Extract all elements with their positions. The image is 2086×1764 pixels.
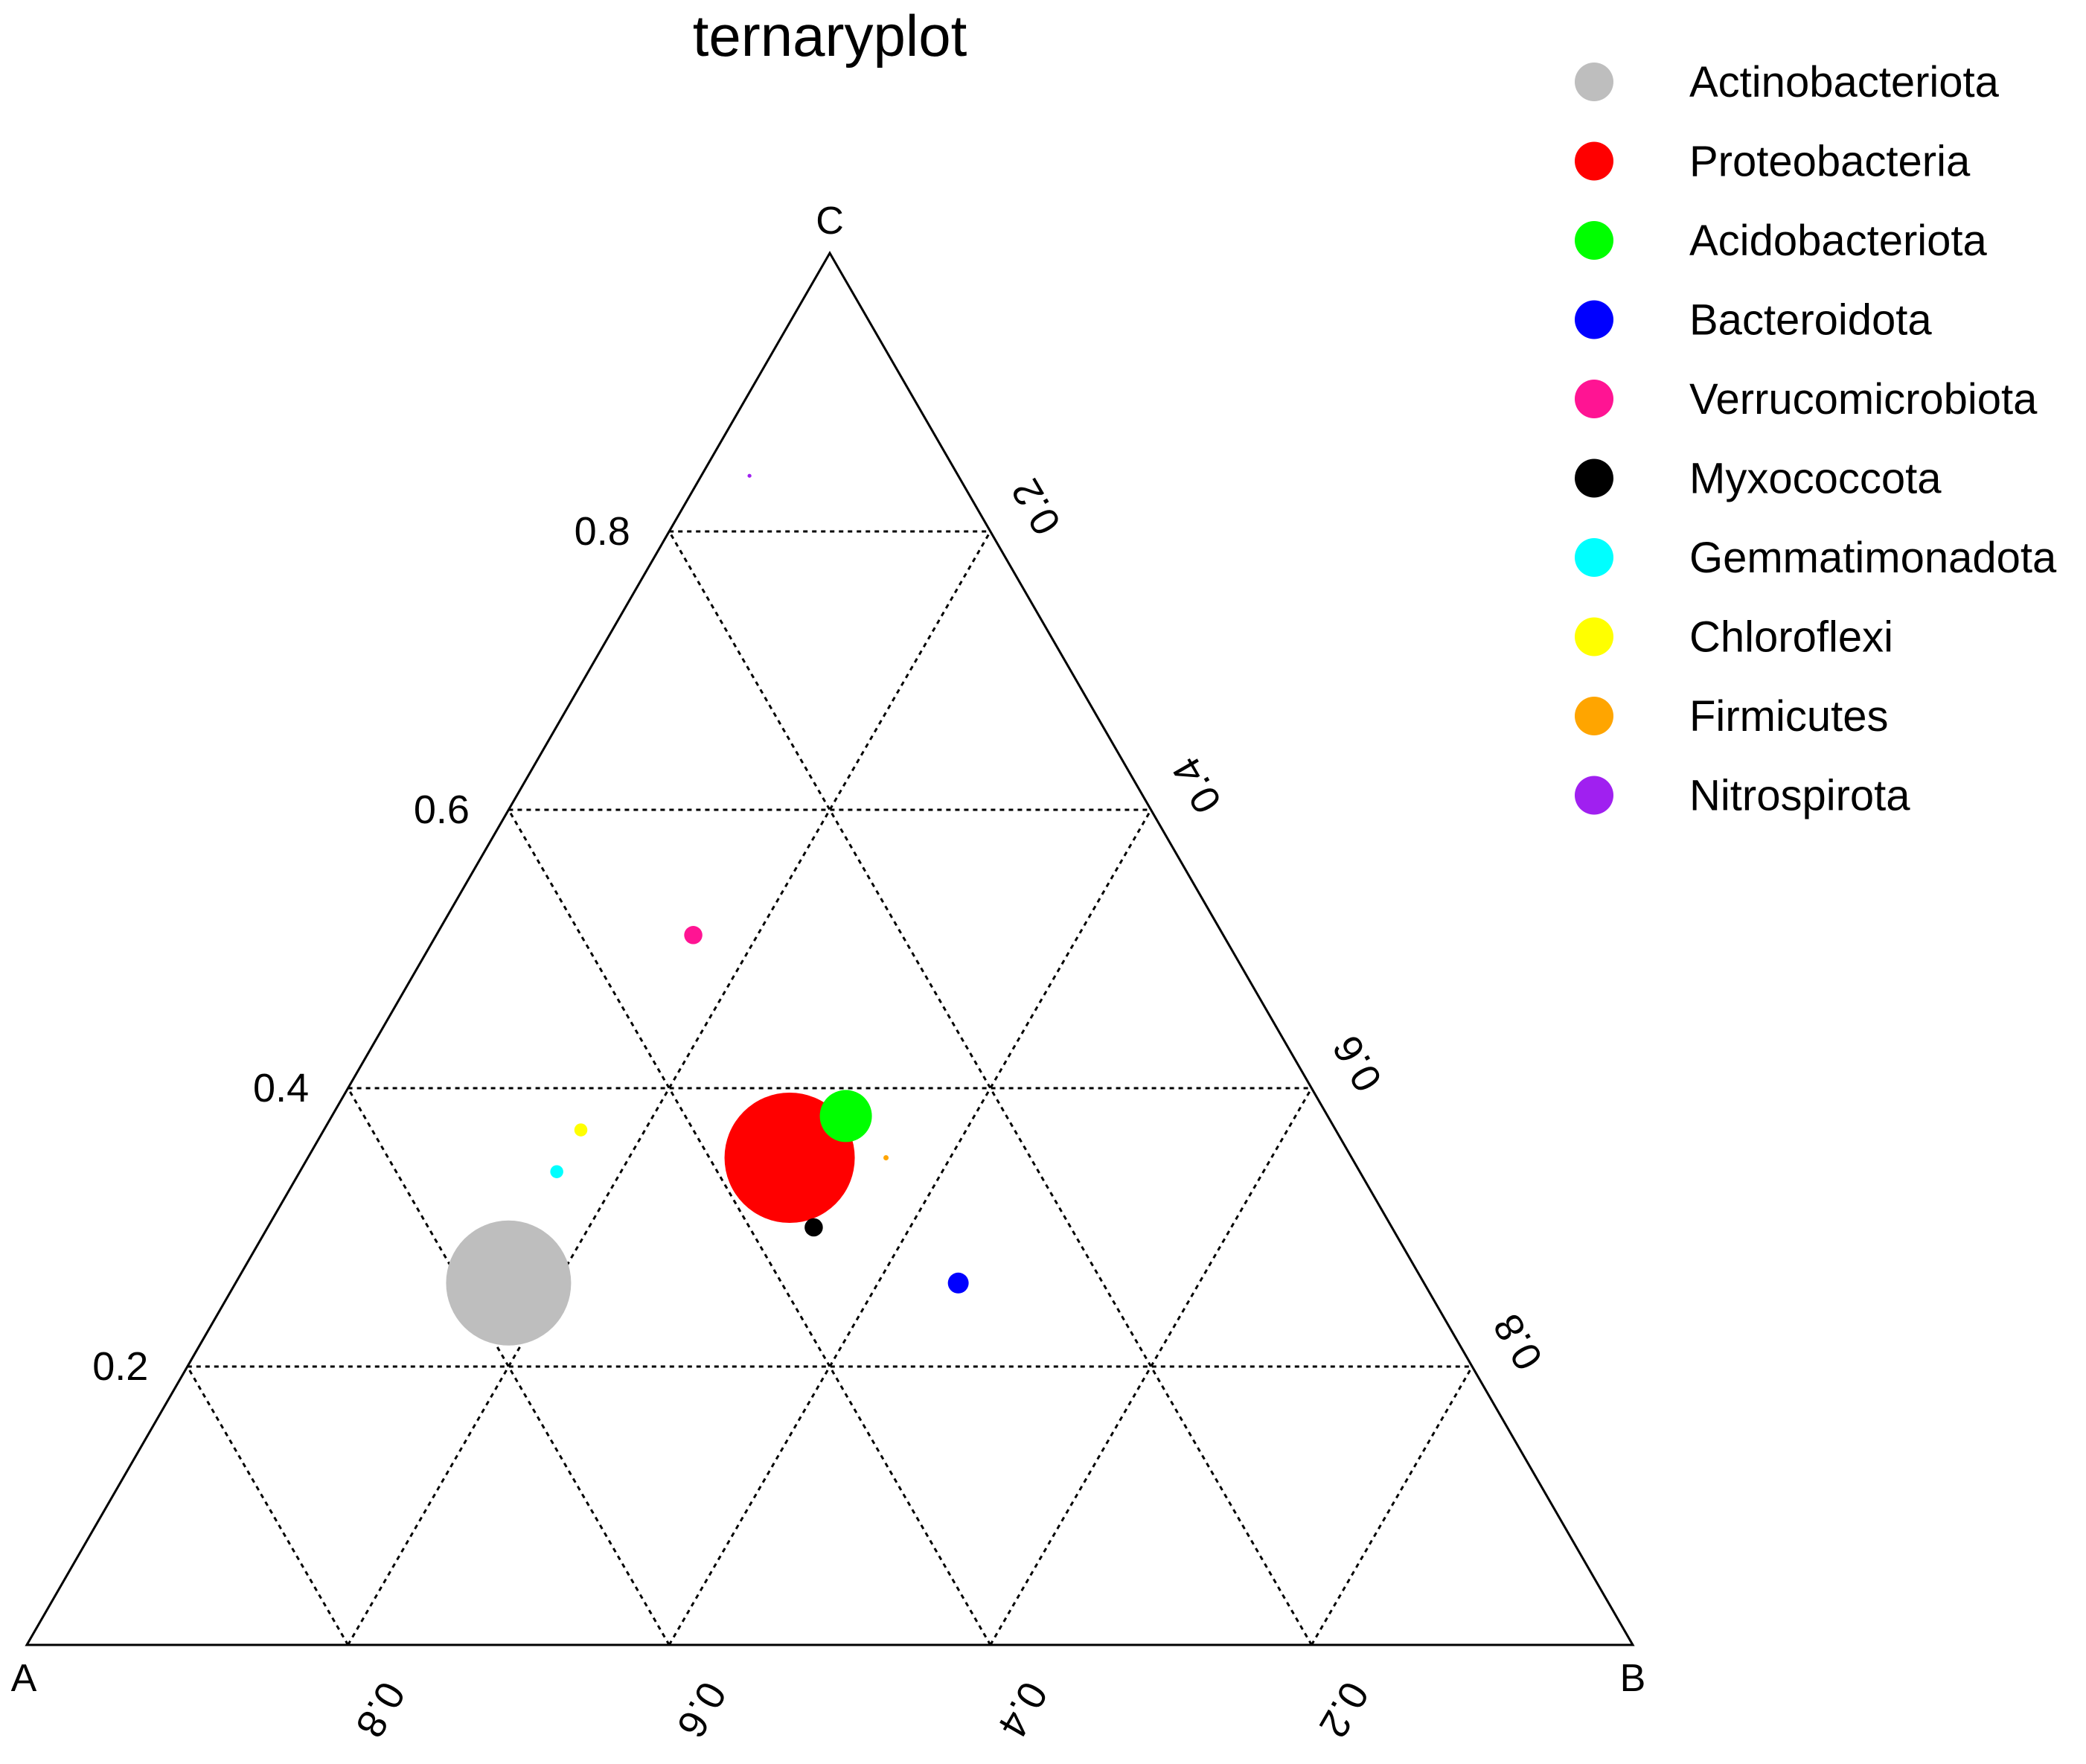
grid-line-a-0.8 <box>186 1366 349 1646</box>
legend-marker-chloroflexi <box>1575 617 1613 656</box>
tick-label-b: 0.4 <box>1164 750 1231 820</box>
legend-marker-acidobacteriota <box>1575 221 1613 260</box>
legend-label-bacteroidota: Bacteroidota <box>1689 296 1932 345</box>
legend-label-myxococcota: Myxococcota <box>1689 455 1942 503</box>
legend-marker-proteobacteria <box>1575 141 1613 181</box>
point-myxococcota <box>804 1218 823 1237</box>
grid-line-b-0.8 <box>1311 1366 1474 1646</box>
point-acidobacteriota <box>819 1090 872 1143</box>
legend-marker-gemmatimonadota <box>1575 538 1613 577</box>
grid-layer <box>186 530 1474 1646</box>
tick-label-a: 0.6 <box>668 1674 735 1745</box>
tick-label-c: 0.2 <box>92 1344 148 1389</box>
legend: Actinobacteriota Proteobacteria Acidobacte… <box>1575 58 2057 820</box>
tick-label-a: 0.2 <box>1311 1674 1378 1745</box>
vertex-label-c: C <box>816 199 844 243</box>
legend-label-gemmatimonadota: Gemmatimonadota <box>1689 534 2057 582</box>
tick-label-a: 0.4 <box>989 1674 1056 1745</box>
triangle-edges <box>25 250 1635 1646</box>
point-bacteroidota <box>947 1272 969 1294</box>
tick-label-b: 0.8 <box>1485 1306 1552 1377</box>
legend-label-verrucomicrobiota: Verrucomicrobiota <box>1689 375 2038 424</box>
point-firmicutes <box>883 1155 889 1160</box>
vertex-label-b: B <box>1620 1657 1646 1700</box>
vertex-label-a: A <box>11 1657 37 1700</box>
tick-label-b: 0.6 <box>1324 1028 1391 1099</box>
legend-marker-bacteroidota <box>1575 300 1613 339</box>
legend-label-proteobacteria: Proteobacteria <box>1689 138 1971 186</box>
triangle-outline <box>25 250 1635 1646</box>
tick-label-c: 0.4 <box>253 1066 309 1111</box>
legend-marker-nitrospirota <box>1575 776 1613 815</box>
grid-line-a-0.4 <box>508 809 992 1646</box>
tick-label-c: 0.8 <box>575 509 630 554</box>
data-points <box>446 473 969 1346</box>
point-actinobacteriota <box>446 1220 572 1346</box>
legend-label-firmicutes: Firmicutes <box>1689 692 1888 741</box>
legend-marker-myxococcota <box>1575 458 1613 498</box>
point-gemmatimonadota <box>550 1165 563 1178</box>
tick-label-c: 0.6 <box>414 787 470 832</box>
legend-marker-actinobacteriota <box>1575 63 1613 101</box>
vertex-labels: A B C <box>11 199 1646 1700</box>
tick-labels: 0.2 0.4 0.6 0.8 0.2 0.4 0.6 0.8 0.2 0.4 0.6 0.8 <box>92 471 1551 1745</box>
legend-label-chloroflexi: Chloroflexi <box>1689 613 1893 662</box>
chart-title: ternaryplot <box>693 3 967 68</box>
point-verrucomicrobiota <box>684 926 703 945</box>
legend-marker-firmicutes <box>1575 697 1613 735</box>
tick-label-b: 0.2 <box>1003 471 1070 542</box>
point-nitrospirota <box>747 473 752 478</box>
point-chloroflexi <box>574 1123 588 1137</box>
grid-line-b-0.4 <box>668 809 1152 1646</box>
legend-marker-verrucomicrobiota <box>1575 380 1613 418</box>
legend-label-acidobacteriota: Acidobacteriota <box>1689 217 1988 265</box>
tick-label-a: 0.8 <box>347 1674 414 1745</box>
legend-label-actinobacteriota: Actinobacteriota <box>1689 58 2000 106</box>
legend-label-nitrospirota: Nitrospirota <box>1689 772 1910 820</box>
